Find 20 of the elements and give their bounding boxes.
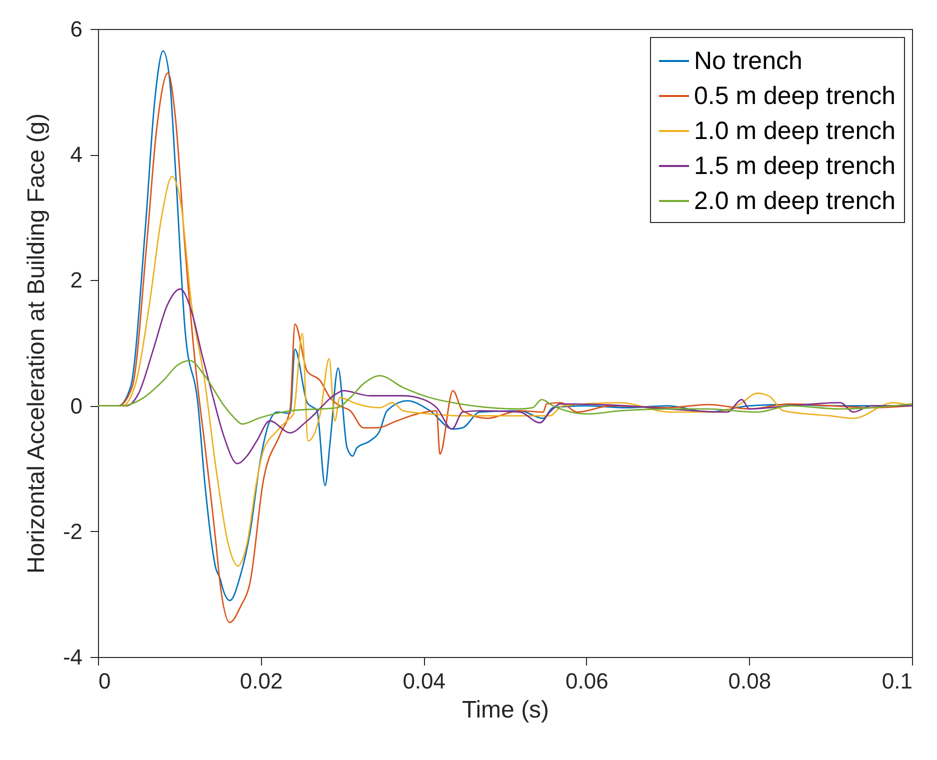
legend-label: No trench (694, 47, 802, 75)
legend-label: 0.5 m deep trench (694, 82, 896, 110)
y-axis-title: Horizontal Acceleration at Building Face (g) (22, 113, 50, 574)
x-tick-label: 0.08 (728, 668, 772, 694)
x-tick-label: 0.04 (402, 668, 446, 694)
y-tick-label: -4 (62, 644, 82, 670)
y-tick-label: 0 (70, 393, 82, 418)
y-tick-label: -2 (62, 518, 82, 544)
x-tick-label: 0 (98, 668, 111, 694)
x-tick-label: 0.1 (882, 668, 912, 694)
y-tick-label: 4 (70, 142, 82, 168)
legend-label: 2.0 m deep trench (694, 187, 896, 215)
line-series (98, 360, 912, 425)
legend-label: 1.0 m deep trench (694, 117, 896, 145)
x-tick-label: 0.02 (240, 668, 283, 694)
x-tick-label: 0.06 (565, 668, 608, 694)
y-tick-label: 2 (70, 268, 82, 293)
y-tick-label: 6 (70, 16, 82, 42)
legend-label: 1.5 m deep trench (694, 152, 896, 180)
x-axis-title: Time (s) (462, 696, 550, 724)
